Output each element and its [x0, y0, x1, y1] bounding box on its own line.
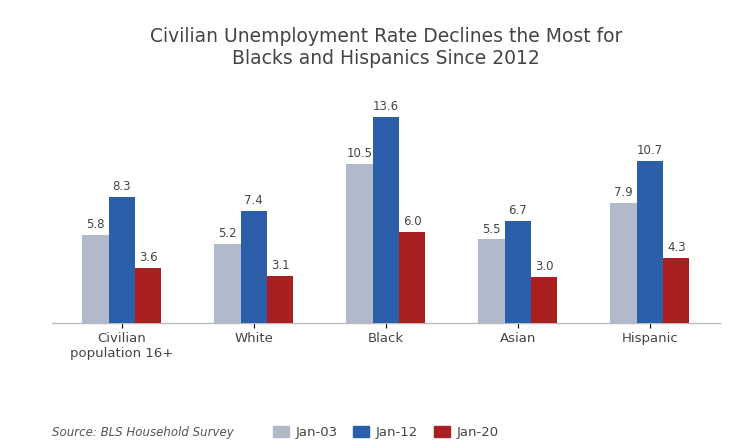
Bar: [663, 258, 689, 323]
Bar: [479, 239, 505, 323]
Title: Civilian Unemployment Rate Declines the Most for
Blacks and Hispanics Since 2012: Civilian Unemployment Rate Declines the …: [150, 27, 622, 68]
Text: 6.0: 6.0: [403, 215, 421, 228]
Text: 4.3: 4.3: [667, 241, 686, 254]
Text: 5.5: 5.5: [482, 223, 501, 236]
Text: 3.0: 3.0: [535, 260, 554, 273]
Text: 8.3: 8.3: [113, 180, 131, 193]
Text: Source: BLS Household Survey: Source: BLS Household Survey: [52, 426, 234, 439]
Bar: [240, 211, 267, 323]
Bar: [531, 277, 557, 323]
Bar: [610, 203, 637, 323]
Bar: [372, 117, 399, 323]
Text: 10.7: 10.7: [637, 144, 663, 157]
Text: 7.4: 7.4: [244, 194, 263, 207]
Bar: [82, 235, 108, 323]
Text: 3.6: 3.6: [139, 251, 157, 264]
Legend: Jan-03, Jan-12, Jan-20: Jan-03, Jan-12, Jan-20: [268, 421, 504, 445]
Bar: [637, 161, 663, 323]
Text: 3.1: 3.1: [271, 259, 289, 272]
Bar: [214, 244, 240, 323]
Text: 5.2: 5.2: [218, 227, 237, 240]
Text: 10.5: 10.5: [347, 147, 372, 160]
Bar: [505, 221, 531, 323]
Bar: [267, 276, 293, 323]
Bar: [347, 164, 372, 323]
Bar: [135, 268, 162, 323]
Bar: [108, 197, 135, 323]
Text: 6.7: 6.7: [508, 204, 528, 217]
Text: 5.8: 5.8: [86, 218, 105, 231]
Text: 13.6: 13.6: [372, 100, 399, 113]
Bar: [399, 232, 425, 323]
Text: 7.9: 7.9: [614, 186, 633, 199]
